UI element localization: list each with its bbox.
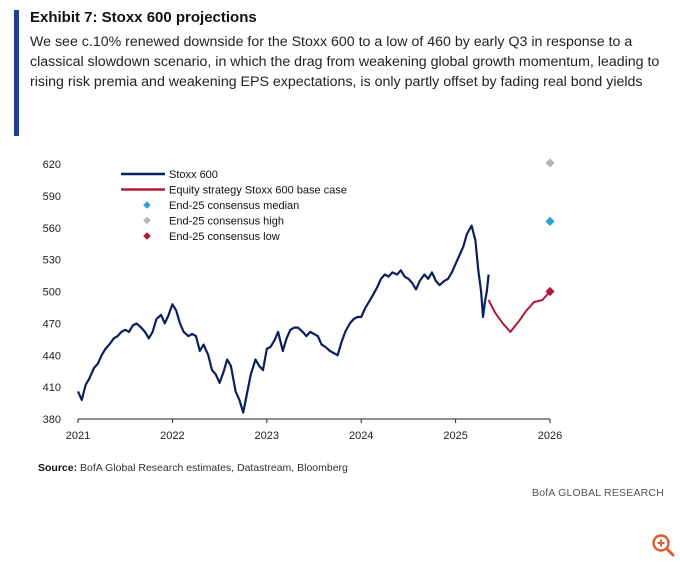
chart-points [545, 158, 555, 297]
chart-lines [76, 224, 551, 414]
legend-consensus-low-swatch [143, 232, 151, 240]
y-tick-label: 620 [43, 159, 61, 171]
stoxx-600-line [76, 224, 490, 414]
base-case-line [487, 290, 551, 333]
y-tick-label: 590 [43, 191, 61, 203]
legend-consensus-high-label: End-25 consensus high [169, 216, 284, 228]
legend-stoxx-600-label: Stoxx 600 [169, 169, 218, 181]
legend-consensus-low-label: End-25 consensus low [169, 231, 280, 243]
exhibit-title: Exhibit 7: Stoxx 600 projections [30, 9, 257, 26]
source-text: BofA Global Research estimates, Datastre… [77, 462, 348, 474]
source-note: Source: BofA Global Research estimates, … [38, 462, 348, 474]
x-tick-label: 2025 [443, 430, 467, 442]
source-label: Source: [38, 462, 78, 474]
consensus-high-point [545, 158, 555, 168]
y-tick-label: 410 [43, 382, 61, 394]
legend-consensus-median-swatch [143, 201, 151, 209]
legend-base-case-label: Equity strategy Stoxx 600 base case [169, 185, 347, 197]
y-tick-label: 560 [43, 223, 61, 235]
x-tick-label: 2022 [160, 430, 184, 442]
y-tick-label: 500 [43, 287, 61, 299]
consensus-low-point [545, 286, 555, 297]
chart-legend: Stoxx 600 Equity strategy Stoxx 600 base … [121, 169, 347, 243]
y-tick-label: 470 [43, 318, 61, 330]
zoom-in-icon[interactable] [650, 532, 676, 558]
legend-consensus-high-swatch [143, 216, 151, 225]
y-tick-label: 530 [43, 255, 61, 267]
consensus-median-point [545, 216, 555, 226]
y-axis: 380 410 440 470 500 530 560 590 620 [43, 159, 61, 426]
brand-footer: BofA GLOBAL RESEARCH [532, 487, 664, 499]
x-tick-label: 2026 [538, 430, 562, 442]
x-tick-label: 2023 [255, 430, 279, 442]
stoxx-600-chart: 380 410 440 470 500 530 560 590 620 2021 2022 2023… [43, 158, 562, 442]
x-tick-label: 2024 [349, 430, 373, 442]
x-tick-label: 2021 [66, 430, 90, 442]
x-axis: 2021 2022 2023 2024 2025 2026 [66, 418, 562, 442]
y-tick-label: 440 [43, 350, 61, 362]
y-tick-label: 380 [43, 414, 61, 426]
exhibit-accent-bar [14, 10, 19, 136]
legend-consensus-median-label: End-25 consensus median [169, 200, 299, 212]
exhibit-subtitle: We see c.10% renewed downside for the St… [30, 34, 660, 90]
